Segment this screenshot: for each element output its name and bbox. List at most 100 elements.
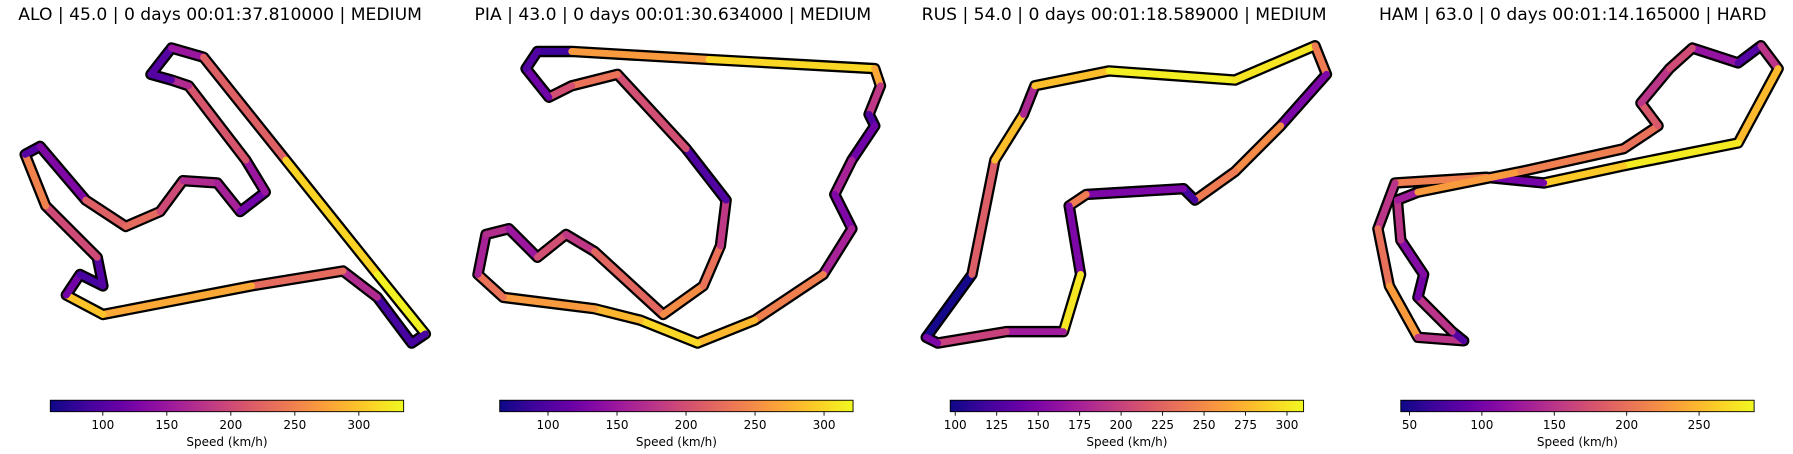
colorbar-label: Speed (km/h) (1537, 435, 1618, 449)
colorbar (499, 399, 854, 413)
colorbar-tick-label: 200 (675, 418, 698, 432)
track-segment (1734, 42, 1765, 67)
track-segment (1374, 225, 1393, 290)
colorbar-tick-label: 250 (1688, 418, 1711, 432)
colorbar-tick-label: 100 (1470, 418, 1493, 432)
track-segment (213, 179, 244, 215)
track-segment (568, 48, 713, 63)
track-segment (1414, 271, 1428, 301)
colorbar-tick-label: 150 (1543, 418, 1566, 432)
subplot-title: RUS | 54.0 | 0 days 00:01:18.589000 | ME… (922, 5, 1327, 25)
track-segment (482, 225, 513, 238)
track-segment (62, 271, 84, 299)
subplot-title: PIA | 43.0 | 0 days 00:01:30.634000 | ME… (475, 5, 872, 25)
colorbar-tick-label: 200 (1615, 418, 1638, 432)
colorbar-tick-label: 100 (91, 418, 114, 432)
track-segment (36, 142, 90, 204)
colorbar-label: Speed (km/h) (636, 435, 717, 449)
colorbar-tick-label: 150 (1027, 418, 1050, 432)
track-segment (1277, 70, 1330, 130)
track-segment (522, 65, 553, 101)
track-segment (282, 156, 381, 278)
colorbar-tick-label: 100 (537, 418, 560, 432)
track-segment (242, 156, 269, 196)
track-segment (168, 44, 207, 61)
track-segment (200, 53, 290, 164)
track-segment (591, 248, 667, 318)
colorbar-tick-label: 50 (1402, 418, 1417, 432)
track-segment (1082, 185, 1187, 198)
track-segment (1385, 282, 1422, 341)
track-segment (62, 291, 107, 318)
track-segment (42, 202, 101, 261)
track-segment (568, 70, 621, 90)
track-segment (1637, 65, 1673, 107)
subplot-title: HAM | 63.0 | 0 days 00:01:14.165000 | HA… (1379, 5, 1766, 25)
track-segment (1620, 122, 1662, 153)
track-segment (831, 156, 856, 198)
track-segment (1231, 42, 1319, 84)
track-segment (1734, 65, 1782, 147)
track-segment (1620, 139, 1742, 170)
track-segment (499, 293, 599, 313)
track-segment (534, 231, 570, 261)
track-segment (373, 271, 429, 338)
track-segment (1757, 42, 1782, 73)
track-segment (236, 188, 269, 215)
track-segment (682, 145, 730, 204)
subplot-title: ALO | 45.0 | 0 days 00:01:37.810000 | ME… (18, 5, 422, 25)
track-segment (474, 231, 490, 278)
colorbar-label: Speed (km/h) (1086, 435, 1167, 449)
track-segment (522, 48, 541, 73)
track-segment (1065, 190, 1090, 210)
track-segment (1065, 202, 1085, 278)
colorbar-tick-label: 200 (219, 418, 242, 432)
track-segment (1060, 271, 1085, 336)
colorbar-tick-label: 250 (744, 418, 767, 432)
track-segment (614, 70, 690, 153)
track-segment (1637, 99, 1662, 130)
colorbar (1400, 399, 1755, 413)
track-segment (156, 177, 187, 215)
track-segment (922, 271, 976, 341)
track-segment (831, 190, 856, 233)
track-segment (751, 271, 827, 324)
track-segment (93, 253, 107, 290)
track-segment (705, 56, 879, 73)
colorbar-tick-label: 150 (155, 418, 178, 432)
track-segment (99, 282, 255, 318)
track-segment (562, 231, 599, 256)
track-segment (545, 82, 576, 101)
track-segment (968, 156, 999, 278)
track-segment (1397, 236, 1428, 278)
track-segment (339, 267, 381, 301)
track-segment (636, 316, 701, 347)
track-segment (694, 316, 759, 347)
track-segment (865, 82, 884, 118)
track-segment (716, 196, 730, 250)
track-segment (1231, 122, 1285, 175)
track-segment (934, 328, 1010, 347)
track-segment (1666, 44, 1696, 73)
colorbar-tick-label: 150 (606, 418, 629, 432)
colorbar-tick-label: 125 (985, 418, 1008, 432)
colorbar-tick-label: 300 (813, 418, 836, 432)
track-segment (474, 271, 507, 301)
track-segment (1414, 333, 1468, 345)
track-segment (179, 177, 221, 187)
track-outline (1372, 40, 1784, 347)
track-segment (1414, 168, 1525, 196)
track-segment (659, 282, 707, 318)
colorbar-tick-label: 300 (1276, 418, 1299, 432)
track-segment (1517, 145, 1628, 175)
track-segment (505, 225, 541, 261)
track-segment (147, 44, 175, 78)
track-segment (699, 242, 724, 290)
track-segment (1540, 162, 1628, 187)
track-segment (848, 122, 879, 164)
track-segment (248, 267, 347, 290)
track-segment (1393, 196, 1405, 244)
colorbar-tick-label: 300 (347, 418, 370, 432)
colorbar-tick-label: 175 (1068, 418, 1091, 432)
